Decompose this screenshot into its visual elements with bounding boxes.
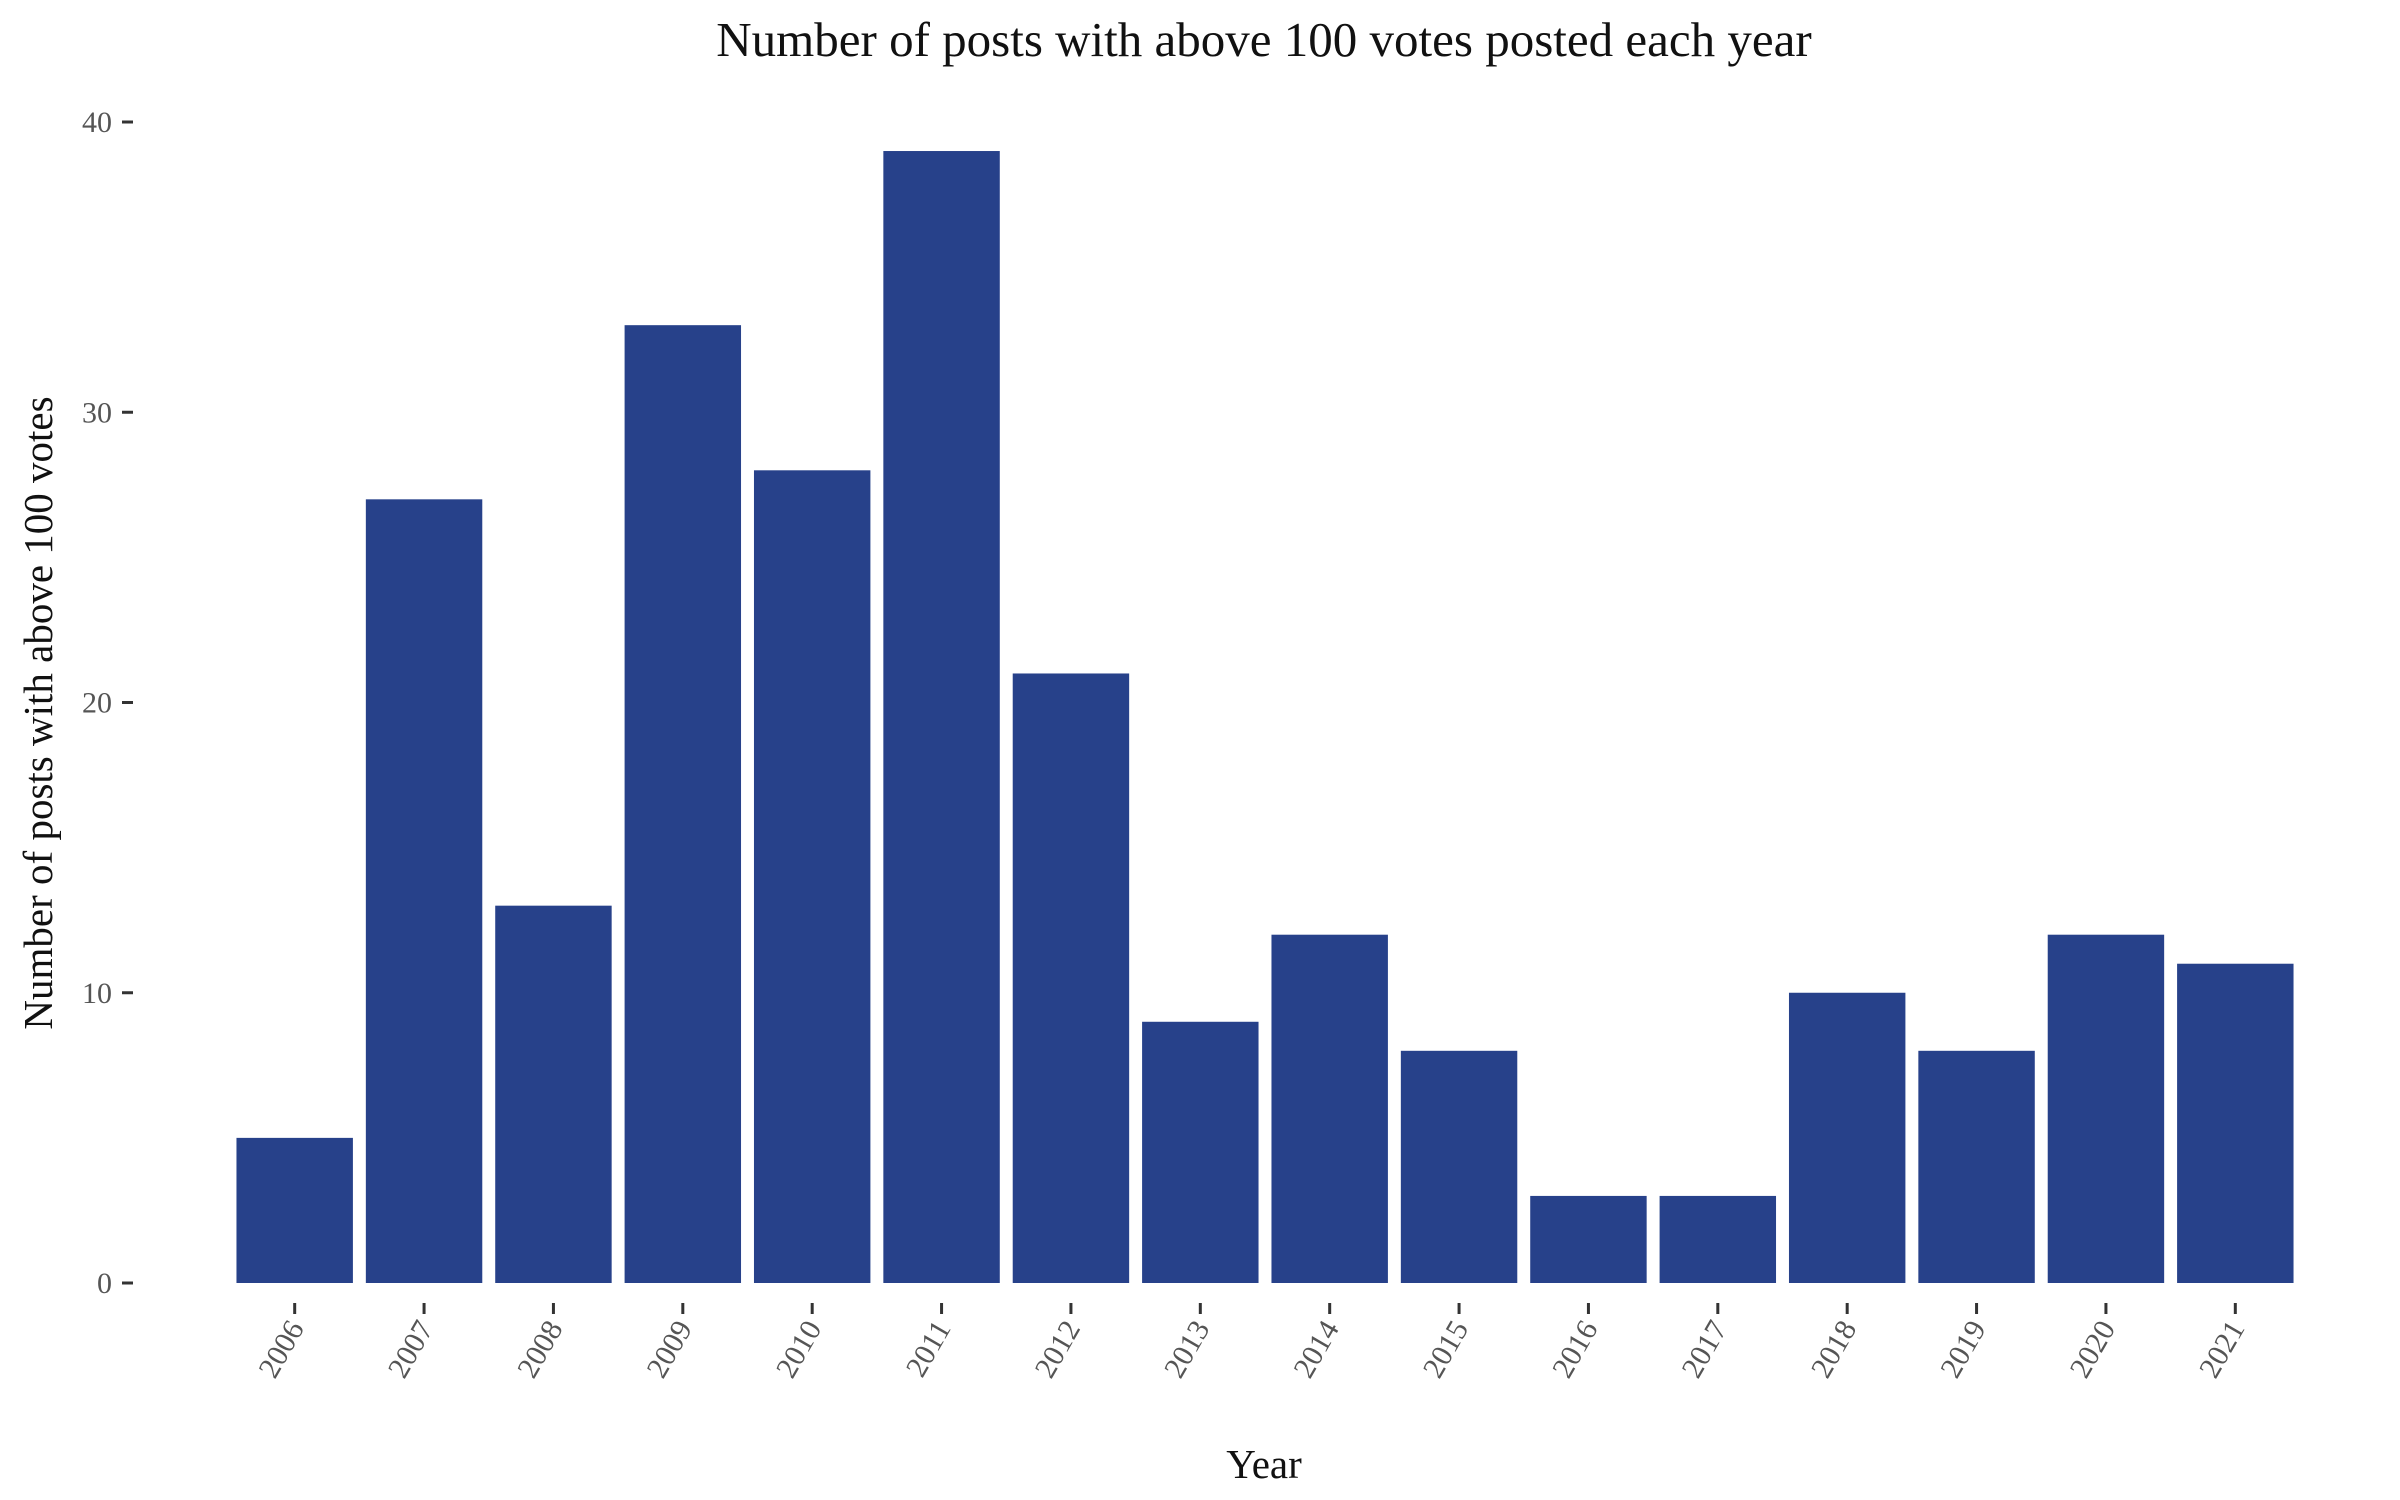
bars-group xyxy=(236,151,2294,1283)
bar-2009 xyxy=(624,325,742,1283)
bar-2014 xyxy=(1271,934,1388,1283)
x-axis: 2006 2007 2008 2009 2010 2011 2012 2013 2014 2015… xyxy=(252,1303,2251,1383)
bar-2010 xyxy=(753,470,871,1283)
y-tick-label: 30 xyxy=(82,396,112,429)
x-tick-label: 2009 xyxy=(640,1315,699,1383)
bar-2016 xyxy=(1530,1195,1647,1283)
bar-2021 xyxy=(2177,963,2294,1283)
x-tick-label: 2010 xyxy=(770,1315,829,1383)
bar-2006 xyxy=(236,1137,353,1283)
x-tick-label: 2015 xyxy=(1417,1315,1476,1383)
bar-2018 xyxy=(1788,992,1906,1283)
bar-2020 xyxy=(2047,934,2165,1283)
chart-title: Number of posts with above 100 votes pos… xyxy=(716,12,1811,67)
bar-2012 xyxy=(1012,673,1130,1283)
x-tick-label: 2012 xyxy=(1028,1315,1087,1383)
bar-2017 xyxy=(1659,1195,1777,1283)
bar-2011 xyxy=(883,151,1000,1283)
y-axis-label: Number of posts with above 100 votes xyxy=(15,396,61,1029)
bar-2007 xyxy=(365,499,483,1283)
x-tick-label: 2020 xyxy=(2063,1315,2122,1383)
y-tick-label: 10 xyxy=(82,977,112,1010)
x-tick-label: 2008 xyxy=(511,1315,570,1383)
y-tick-label: 0 xyxy=(97,1267,112,1300)
x-tick-label: 2011 xyxy=(900,1315,958,1383)
x-tick-label: 2013 xyxy=(1158,1315,1217,1383)
bar-2008 xyxy=(495,905,612,1283)
x-tick-label: 2019 xyxy=(1934,1315,1993,1383)
x-tick-label: 2014 xyxy=(1287,1315,1346,1383)
x-tick-label: 2016 xyxy=(1546,1315,1605,1383)
bar-2019 xyxy=(1918,1050,2035,1283)
bar-2015 xyxy=(1400,1050,1518,1283)
y-tick-label: 40 xyxy=(82,106,112,139)
y-tick-label: 20 xyxy=(82,687,112,720)
y-axis: 0 10 20 30 40 xyxy=(82,106,133,1300)
bar-2013 xyxy=(1142,1021,1259,1283)
x-tick-label: 2007 xyxy=(382,1315,441,1383)
x-tick-label: 2017 xyxy=(1675,1315,1734,1383)
x-axis-label: Year xyxy=(1226,1441,1302,1487)
x-tick-label: 2006 xyxy=(252,1315,311,1383)
x-tick-label: 2021 xyxy=(2193,1315,2252,1383)
x-tick-label: 2018 xyxy=(1805,1315,1864,1383)
